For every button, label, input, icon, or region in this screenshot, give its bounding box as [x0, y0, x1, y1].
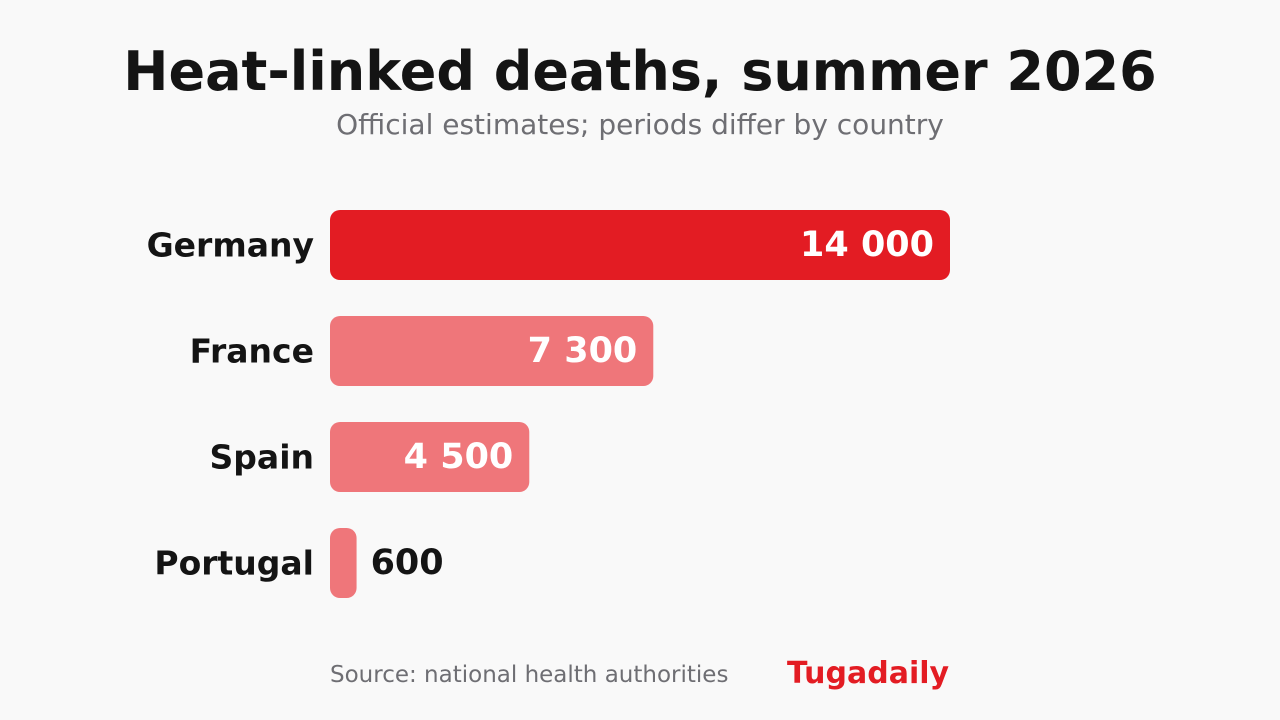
category-label-spain: Spain: [210, 438, 314, 477]
value-label-france: 7 300: [528, 331, 638, 371]
chart-subtitle: Official estimates; periods differ by co…: [336, 108, 944, 141]
chart-title: Heat-linked deaths, summer 2026: [123, 40, 1157, 103]
category-label-germany: Germany: [147, 226, 314, 265]
category-label-portugal: Portugal: [154, 544, 314, 583]
bar-germany: [330, 210, 950, 280]
value-label-germany: 14 000: [800, 225, 934, 265]
value-label-portugal: 600: [371, 543, 444, 583]
bar-portugal: [330, 528, 357, 598]
bar-spain: [330, 422, 530, 492]
bar-france: [330, 316, 654, 386]
value-label-spain: 4 500: [404, 437, 514, 477]
brand-logo: Tugadaily: [787, 656, 950, 691]
source-note: Source: national health authorities: [330, 662, 729, 688]
category-label-france: France: [190, 332, 314, 371]
